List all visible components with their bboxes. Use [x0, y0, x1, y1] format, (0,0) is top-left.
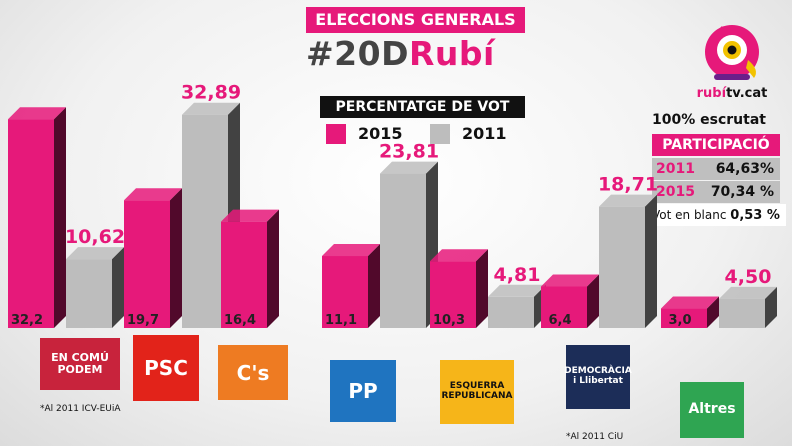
bar-2015: [322, 244, 380, 328]
participacio-value: 64,63%: [715, 161, 774, 177]
vot-blanc-value: 0,53 %: [730, 208, 780, 223]
legend-title: PERCENTATGE DE VOT: [320, 96, 525, 118]
data-label-2011: 18,71: [598, 174, 658, 196]
data-label-2011: 4,81: [494, 264, 541, 286]
bar-2015: [221, 209, 279, 328]
party-logo-3: PP: [330, 360, 396, 422]
data-label-2015: 16,4: [224, 313, 256, 328]
data-label-2011: 4,50: [725, 266, 772, 288]
party-logo-0: EN COMÚ PODEM: [40, 338, 120, 390]
participacio-value: 70,34 %: [710, 184, 774, 200]
party-logo-4: ESQUERRA REPUBLICANA: [440, 360, 514, 424]
brand-name-part-1: rubí: [696, 86, 727, 101]
bar-2011: [719, 286, 777, 328]
party-logo-2: C's: [218, 345, 288, 400]
legend-swatch-2015: [326, 124, 346, 144]
party-logo-6: Altres: [680, 382, 744, 438]
bar-2011: [599, 194, 657, 328]
vot-blanc-row: Vot en blanc 0,53 %: [652, 204, 786, 226]
rubi-tv-mascot-icon: [705, 25, 759, 80]
data-label-2011: 23,81: [379, 141, 439, 163]
bar-2015: [661, 296, 719, 328]
participacio-row-2015: 2015 70,34 %: [652, 181, 780, 203]
banner-title: ELECCIONS GENERALS: [306, 7, 525, 33]
data-label-2011: 10,62: [65, 226, 125, 248]
participacio-title: PARTICIPACIÓ: [652, 134, 780, 156]
bar-2015: [541, 274, 599, 328]
vot-blanc-label: Vot en blanc: [652, 208, 727, 222]
brand-name-part-2: tv.cat: [726, 86, 768, 101]
hashtag-title: #20DRubí: [306, 34, 546, 73]
party-logo-5: DEMOCRÀCIA i Llibertat: [564, 345, 632, 409]
escrutat-label: 100% escrutat: [652, 112, 766, 128]
data-label-2015: 10,3: [433, 313, 465, 328]
brand-name: rubítv.cat: [692, 86, 772, 101]
bar-2015: [8, 107, 66, 328]
data-label-2015: 32,2: [11, 313, 43, 328]
legend-swatch-2011: [430, 124, 450, 144]
legend-label-2011: 2011: [462, 124, 507, 143]
party-note: *Al 2011 ICV-EUiA: [40, 404, 121, 414]
data-label-2015: 19,7: [127, 313, 159, 328]
bar-2011: [380, 161, 438, 328]
bar-2011: [66, 247, 124, 328]
participacio-year: 2011: [656, 161, 695, 177]
data-label-2015: 3,0: [668, 313, 691, 328]
bar-2011: [488, 284, 546, 328]
legend-label-2015: 2015: [358, 124, 403, 143]
participacio-row-2011: 2011 64,63%: [652, 158, 780, 180]
party-note: *Al 2011 CiU: [566, 432, 624, 442]
bar-2015: [430, 249, 488, 328]
participacio-year: 2015: [656, 184, 695, 200]
data-label-2011: 32,89: [181, 82, 241, 104]
bar-2015: [124, 188, 182, 328]
data-label-2015: 6,4: [548, 313, 571, 328]
hashtag-part-2: Rubí: [408, 34, 495, 73]
party-logo-1: PSC: [133, 335, 199, 401]
bar-2011: [182, 102, 240, 328]
data-label-2015: 11,1: [325, 313, 357, 328]
hashtag-part-1: #20D: [306, 34, 409, 73]
